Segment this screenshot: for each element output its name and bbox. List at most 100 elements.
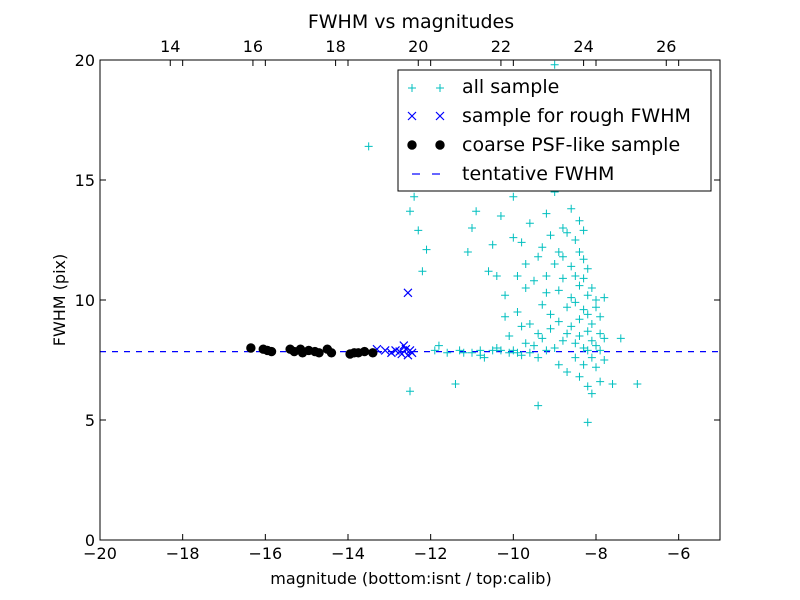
point-all xyxy=(534,329,543,338)
legend-entry-all: all sample xyxy=(408,76,559,98)
x-tick-label: −20 xyxy=(83,544,117,563)
point-all xyxy=(463,248,472,256)
point-all xyxy=(554,286,563,295)
point-all xyxy=(596,377,605,386)
point-all xyxy=(579,255,588,264)
point-all xyxy=(509,233,518,242)
series-coarse xyxy=(246,343,378,359)
point-all xyxy=(410,192,419,201)
legend-marker-rough xyxy=(407,111,445,121)
point-all xyxy=(558,336,567,345)
point-all xyxy=(550,60,559,69)
point-all xyxy=(414,226,423,235)
point-all xyxy=(538,334,547,343)
top-x-tick-label: 20 xyxy=(408,37,428,56)
point-all xyxy=(608,380,617,388)
point-all xyxy=(451,380,460,388)
point-all xyxy=(459,348,468,357)
point-all xyxy=(501,312,510,321)
point-rough xyxy=(403,288,413,298)
point-all xyxy=(571,298,580,307)
point-all xyxy=(468,348,476,357)
point-all xyxy=(546,324,555,333)
y-axis-title: FWHM (pix) xyxy=(50,254,69,347)
y-tick-label: 0 xyxy=(85,531,95,550)
point-all xyxy=(596,346,605,355)
point-coarse xyxy=(359,346,370,357)
point-all xyxy=(525,348,534,357)
top-x-tick-label: 14 xyxy=(160,37,180,56)
point-all xyxy=(505,332,514,340)
point-all xyxy=(364,142,373,151)
point-all xyxy=(633,380,642,388)
legend-label-rough: sample for rough FWHM xyxy=(462,105,691,127)
point-all xyxy=(488,346,497,355)
point-all xyxy=(587,320,596,328)
point-all xyxy=(517,238,526,247)
legend: all sample sample for rough FWHM coarse … xyxy=(397,69,712,192)
point-all xyxy=(472,207,481,216)
legend-label-coarse: coarse PSF-like sample xyxy=(462,134,680,156)
point-all xyxy=(583,310,592,319)
point-all xyxy=(575,315,584,324)
point-rough xyxy=(403,350,413,360)
point-all xyxy=(563,228,572,237)
point-all xyxy=(600,334,609,343)
series-all xyxy=(364,60,642,427)
point-all xyxy=(422,245,431,254)
point-all xyxy=(542,272,551,280)
top-x-tick-label: 26 xyxy=(656,37,676,56)
point-all xyxy=(571,353,580,362)
legend-entry-tentative: tentative FWHM xyxy=(412,163,614,185)
point-all xyxy=(583,346,592,355)
point-all xyxy=(592,303,600,312)
point-all xyxy=(550,344,559,352)
point-all xyxy=(596,312,605,321)
point-all xyxy=(550,260,559,268)
point-all xyxy=(579,360,588,369)
point-all xyxy=(513,348,522,357)
point-all xyxy=(455,346,464,355)
point-coarse xyxy=(326,348,337,358)
point-all xyxy=(583,382,592,391)
point-all xyxy=(592,341,600,350)
point-all xyxy=(406,387,414,396)
point-all xyxy=(418,267,427,276)
point-all xyxy=(434,341,443,350)
legend-label-all: all sample xyxy=(462,76,559,98)
point-all xyxy=(501,291,510,300)
point-all xyxy=(542,346,551,355)
point-all xyxy=(563,368,572,376)
legend-coarse-symbol-left xyxy=(407,140,417,150)
x-tick-label: −8 xyxy=(584,544,608,563)
point-all xyxy=(509,192,518,201)
point-all xyxy=(583,418,592,427)
x-axis-title: magnitude (bottom:isnt / top:calib) xyxy=(270,569,551,588)
point-all xyxy=(575,281,584,290)
top-x-tick-label: 18 xyxy=(325,37,345,56)
point-all xyxy=(563,329,572,338)
point-all xyxy=(488,240,497,249)
point-coarse xyxy=(266,346,277,357)
point-all xyxy=(575,248,584,256)
legend-frame xyxy=(397,69,712,192)
point-all xyxy=(587,353,596,362)
point-all xyxy=(521,339,530,348)
point-all xyxy=(530,341,538,350)
legend-rough-symbol-right xyxy=(435,111,445,121)
point-rough xyxy=(380,345,390,355)
point-all xyxy=(542,209,551,218)
legend-coarse-symbol-right xyxy=(435,140,445,150)
point-all xyxy=(567,262,576,271)
point-all xyxy=(505,348,514,357)
point-all xyxy=(406,207,414,216)
point-all xyxy=(587,284,596,292)
point-all xyxy=(513,272,522,280)
x-tick-label: −12 xyxy=(414,544,448,563)
point-all xyxy=(517,322,526,331)
point-all xyxy=(476,351,485,360)
legend-label-tentative: tentative FWHM xyxy=(462,163,614,185)
legend-all-symbol-left xyxy=(408,84,416,92)
point-all xyxy=(563,303,572,312)
point-all xyxy=(480,353,489,362)
